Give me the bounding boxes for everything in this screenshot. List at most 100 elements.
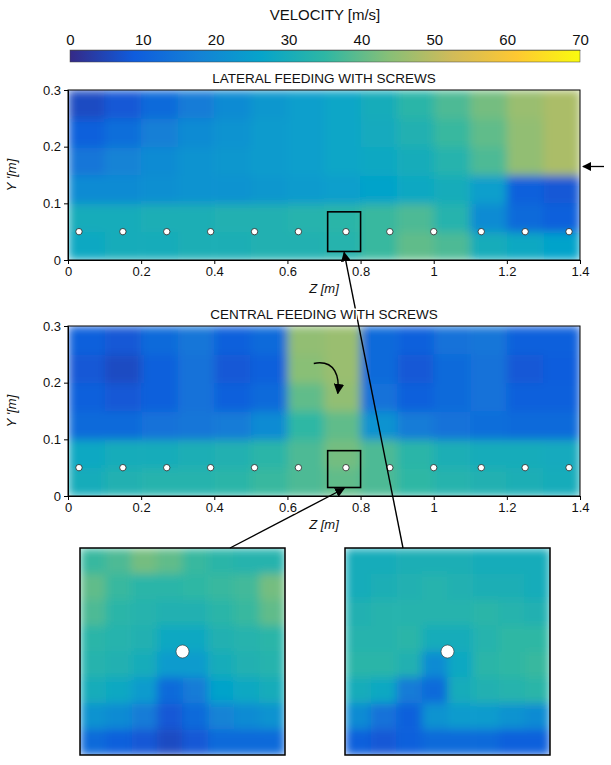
y-tick-label: 0.3 <box>43 319 61 334</box>
velocity-cell <box>543 175 580 204</box>
velocity-cell <box>251 411 288 440</box>
velocity-cell <box>214 203 251 232</box>
inset-cell <box>473 574 499 600</box>
velocity-cell <box>397 203 434 232</box>
y-tick: 0.2 <box>43 375 68 390</box>
x-tick-label: 1.4 <box>571 500 589 515</box>
inset-cell <box>448 548 474 574</box>
inset-cell <box>106 703 132 729</box>
velocity-cell <box>543 147 580 176</box>
velocity-cell <box>543 439 580 468</box>
velocity-cell <box>543 411 580 440</box>
inset-cell <box>157 548 183 574</box>
plot-area <box>68 90 580 260</box>
inset-cell <box>371 677 397 703</box>
inset-cell <box>499 600 525 626</box>
inset-field <box>345 548 550 755</box>
velocity-cell <box>324 90 361 119</box>
colorbar-tick-label: 20 <box>208 31 225 48</box>
inset-cell <box>259 703 285 729</box>
velocity-cell <box>507 118 544 147</box>
inset-cell <box>422 677 448 703</box>
screw <box>522 228 528 234</box>
x-tick: 0.8 <box>352 496 370 515</box>
inset-cell <box>131 729 157 755</box>
velocity-cell <box>507 411 544 440</box>
colorbar-tick-label: 60 <box>499 31 516 48</box>
velocity-cell <box>178 439 215 468</box>
velocity-cell <box>68 118 105 147</box>
velocity-cell <box>68 232 105 260</box>
y-tick: 0.3 <box>43 83 68 98</box>
velocity-cell <box>397 326 434 355</box>
velocity-cell <box>68 354 105 383</box>
y-tick-mark <box>64 147 68 148</box>
velocity-cell <box>470 468 507 496</box>
inset-cell <box>524 548 550 574</box>
inset-cell <box>259 626 285 652</box>
inset-cell <box>259 548 285 574</box>
velocity-field <box>68 326 580 496</box>
inset-cell <box>208 729 234 755</box>
inset-cell <box>157 729 183 755</box>
inset-cell <box>371 574 397 600</box>
inset-cell <box>448 600 474 626</box>
velocity-cell <box>543 383 580 412</box>
inset-cell <box>396 652 422 678</box>
inset-cell <box>208 703 234 729</box>
x-tick: 0.4 <box>206 496 224 515</box>
screw <box>522 464 528 470</box>
zoom-link <box>344 253 403 549</box>
inset-cell <box>396 677 422 703</box>
colorbar-tick-label: 70 <box>572 31 589 48</box>
inset-cell <box>80 548 106 574</box>
velocity-cell <box>470 232 507 260</box>
y-tick: 0.2 <box>43 139 68 154</box>
inset-cell <box>80 626 106 652</box>
inset-cell <box>448 703 474 729</box>
x-axis: 00.20.40.60.811.21.4 <box>65 260 590 279</box>
inset-cell <box>396 729 422 755</box>
x-tick: 0 <box>65 496 72 515</box>
x-tick: 1.2 <box>498 496 516 515</box>
inset-cell <box>234 677 260 703</box>
velocity-cell <box>507 232 544 260</box>
y-axis-line <box>64 91 69 261</box>
panel-title: LATERAL FEEDING WITH SCREWS <box>212 71 436 86</box>
velocity-cell <box>105 411 142 440</box>
colorbar-tick-label: 50 <box>426 31 443 48</box>
velocity-cell <box>141 326 178 355</box>
velocity-cell <box>287 383 324 412</box>
inset-cell <box>157 574 183 600</box>
velocity-cell <box>68 383 105 412</box>
inset-cell <box>524 626 550 652</box>
inset-cell <box>106 677 132 703</box>
velocity-cell <box>214 118 251 147</box>
inset-cell <box>371 729 397 755</box>
velocity-cell <box>434 411 471 440</box>
velocity-cell <box>68 147 105 176</box>
inset-cell <box>524 703 550 729</box>
screw <box>120 464 126 470</box>
screw <box>207 464 213 470</box>
inset-cell <box>473 677 499 703</box>
velocity-cell <box>287 411 324 440</box>
inset-screw <box>176 645 189 658</box>
zoom-link <box>230 489 344 549</box>
x-tick: 0.6 <box>279 496 297 515</box>
y-axis: 00.10.20.3 <box>43 83 69 268</box>
inset-cell <box>234 729 260 755</box>
inset <box>345 548 550 755</box>
screw <box>566 228 572 234</box>
x-tick-label: 0.2 <box>133 500 151 515</box>
inset-cell <box>106 729 132 755</box>
velocity-cell <box>214 90 251 119</box>
inset-cell <box>396 574 422 600</box>
x-tick: 1 <box>431 260 438 279</box>
velocity-cell <box>251 118 288 147</box>
inset-cell <box>473 548 499 574</box>
inset-cell <box>208 548 234 574</box>
inset-cell <box>524 652 550 678</box>
velocity-cell <box>141 354 178 383</box>
inset-cell <box>208 626 234 652</box>
